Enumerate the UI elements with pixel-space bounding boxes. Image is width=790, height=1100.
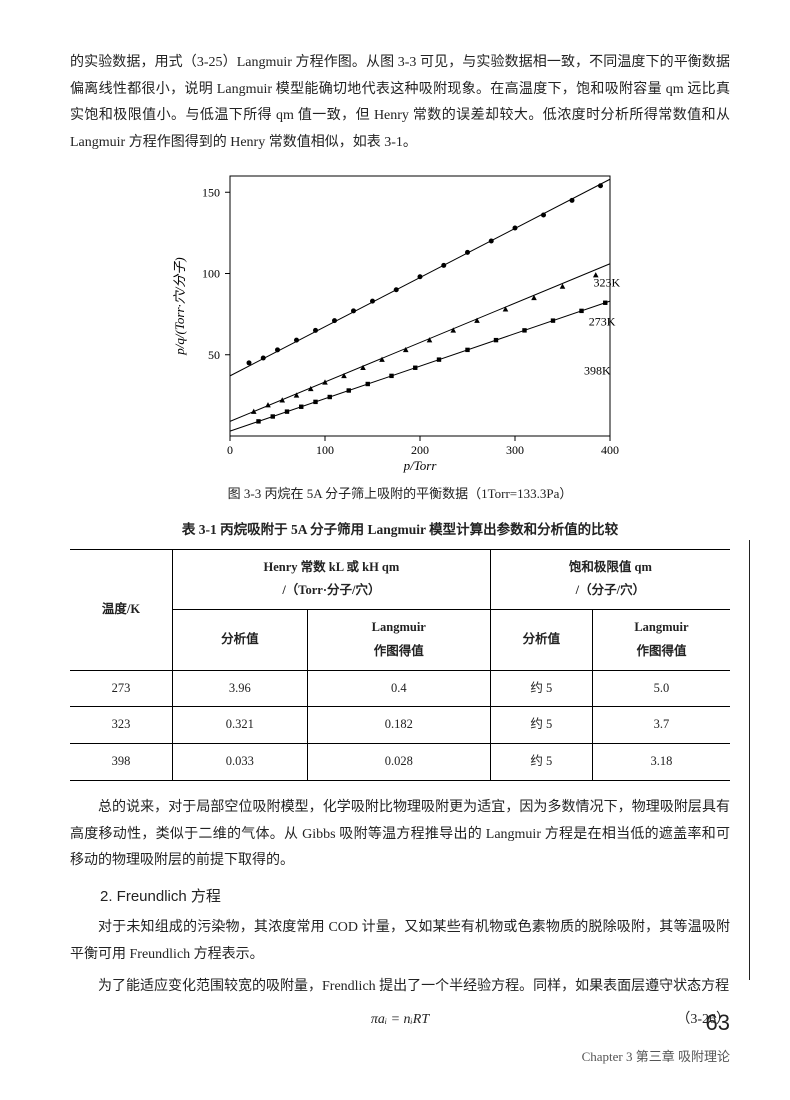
figure-caption: 图 3-3 丙烷在 5A 分子筛上吸附的平衡数据（1Torr=133.3Pa）	[70, 482, 730, 507]
svg-text:p/Torr: p/Torr	[403, 458, 438, 473]
svg-text:200: 200	[411, 443, 429, 457]
chapter-label: Chapter 3 第三章 吸附理论	[582, 1045, 730, 1070]
svg-text:398K: 398K	[584, 364, 611, 378]
sub-header: Langmuir作图得值	[307, 610, 490, 671]
table-row: 2733.960.4约 55.0	[70, 670, 730, 707]
svg-text:150: 150	[202, 186, 220, 200]
margin-rule	[749, 540, 751, 980]
body-paragraph: 的实验数据，用式（3-25）Langmuir 方程作图。从图 3-3 可见，与实…	[70, 50, 730, 156]
equation-body: πaᵢ = nᵢRT	[371, 1012, 429, 1027]
table-title: 表 3-1 丙烷吸附于 5A 分子筛用 Langmuir 模型计算出参数和分析值…	[70, 517, 730, 543]
page-number: 63	[582, 1002, 730, 1044]
col-header-group1: Henry 常数 kL 或 kH qm/（Torr·分子/穴）	[173, 549, 491, 610]
svg-text:300: 300	[506, 443, 524, 457]
svg-text:273K: 273K	[589, 315, 616, 329]
svg-text:323K: 323K	[594, 276, 621, 290]
col-header-group2: 饱和极限值 qm/（分子/穴）	[490, 549, 730, 610]
body-paragraph: 为了能适应变化范围较宽的吸附量，Frendlich 提出了一个半经验方程。同样，…	[70, 974, 730, 1001]
col-header-temp: 温度/K	[70, 549, 173, 670]
body-paragraph: 对于未知组成的污染物，其浓度常用 COD 计量，又如某些有机物或色素物质的脱除吸…	[70, 915, 730, 968]
svg-text:50: 50	[208, 348, 220, 362]
svg-text:100: 100	[202, 267, 220, 281]
figure-3-3: 0 100 200 300 400 50 100 150 p/Torr p/q/(Torr·穴/分…	[70, 166, 730, 476]
body-paragraph: 总的说来，对于局部空位吸附模型，化学吸附比物理吸附更为适宜，因为多数情况下，物理…	[70, 795, 730, 875]
sub-header: 分析值	[173, 610, 308, 671]
table-3-1: 温度/K Henry 常数 kL 或 kH qm/（Torr·分子/穴） 饱和极…	[70, 549, 730, 781]
svg-text:p/q/(Torr·穴/分子): p/q/(Torr·穴/分子)	[172, 258, 187, 356]
sub-header: Langmuir作图得值	[592, 610, 730, 671]
svg-text:100: 100	[316, 443, 334, 457]
table-row: 3980.0330.028约 53.18	[70, 744, 730, 781]
table-row: 3230.3210.182约 53.7	[70, 707, 730, 744]
sub-header: 分析值	[490, 610, 592, 671]
scatter-chart: 0 100 200 300 400 50 100 150 p/Torr p/q/(Torr·穴/分…	[170, 166, 630, 476]
section-heading: 2. Freundlich 方程	[70, 883, 730, 912]
svg-text:0: 0	[227, 443, 233, 457]
svg-text:400: 400	[601, 443, 619, 457]
page-footer: 63 Chapter 3 第三章 吸附理论	[582, 1002, 730, 1070]
